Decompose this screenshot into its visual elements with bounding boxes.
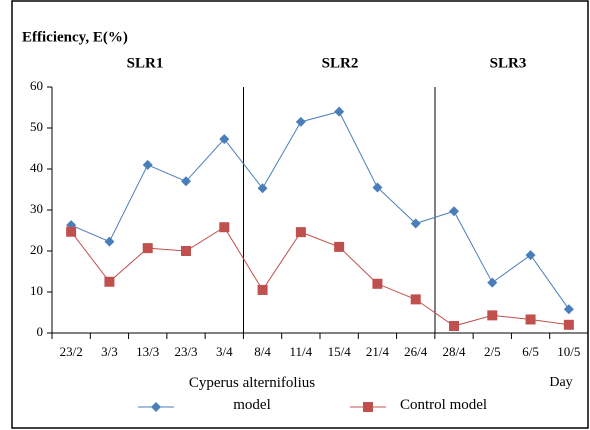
- y-tick-label: 40: [30, 160, 43, 175]
- y-tick-label: 50: [30, 119, 43, 134]
- data-point: [257, 284, 268, 295]
- y-tick-label: 20: [30, 242, 43, 257]
- x-axis-title: Day: [549, 375, 572, 390]
- y-tick-label: 0: [37, 324, 44, 339]
- data-point: [487, 310, 498, 321]
- data-point: [219, 134, 230, 145]
- x-tick-label: 2/5: [484, 344, 501, 359]
- data-point: [104, 236, 115, 247]
- legend-item: Control model: [400, 397, 488, 413]
- legend-marker: [363, 402, 373, 412]
- data-point: [295, 116, 306, 127]
- x-tick-label: 11/4: [290, 344, 313, 359]
- data-point: [142, 243, 153, 254]
- frame: [11, 0, 589, 429]
- data-point: [449, 206, 459, 217]
- x-tick-label: 23/2: [60, 344, 83, 359]
- y-tick-label: 60: [30, 78, 43, 93]
- data-point: [295, 227, 306, 238]
- data-point: [410, 294, 421, 305]
- y-axis-title: Efficiency, E(%): [22, 29, 128, 45]
- x-tick-label: 8/4: [254, 344, 271, 359]
- y-tick-label: 10: [30, 283, 43, 298]
- data-point: [181, 176, 191, 187]
- section-label: SLR2: [322, 55, 359, 71]
- data-point: [449, 321, 459, 332]
- legend-item: Cyperus alternifolius model: [188, 375, 316, 413]
- series-line: [70, 111, 570, 310]
- data-point: [372, 182, 383, 193]
- data-point: [525, 250, 536, 261]
- data-point: [257, 183, 268, 194]
- section-label: SLR1: [127, 55, 164, 71]
- data-point: [66, 226, 77, 237]
- section-label: SLR3: [490, 55, 527, 71]
- data-point: [334, 241, 345, 252]
- legend-label: Cyperus alternifolius model: [188, 375, 316, 413]
- x-tick-label: 3/4: [216, 344, 233, 359]
- y-tick-label: 30: [30, 201, 43, 216]
- data-point: [372, 278, 383, 289]
- data-point: [410, 218, 421, 229]
- data-point: [142, 159, 153, 170]
- x-tick-label: 28/4: [442, 344, 466, 359]
- x-tick-label: 15/4: [328, 344, 352, 359]
- x-tick-label: 3/3: [101, 344, 118, 359]
- x-tick-label: 26/4: [404, 344, 428, 359]
- data-point: [334, 106, 345, 117]
- legend-label: Control model: [400, 397, 488, 413]
- series-line: [70, 226, 569, 327]
- x-tick-label: 21/4: [366, 344, 390, 359]
- data-point: [219, 222, 230, 233]
- data-point: [487, 277, 498, 288]
- x-tick-label: 10/5: [557, 344, 580, 359]
- data-point: [104, 276, 115, 287]
- data-point: [563, 304, 574, 315]
- data-point: [563, 319, 574, 330]
- x-tick-label: 13/3: [136, 344, 159, 359]
- legend-marker: [151, 402, 161, 412]
- x-tick-label: 6/5: [522, 344, 539, 359]
- data-point: [181, 246, 191, 256]
- x-tick-label: 23/3: [174, 344, 197, 359]
- data-point: [525, 314, 536, 325]
